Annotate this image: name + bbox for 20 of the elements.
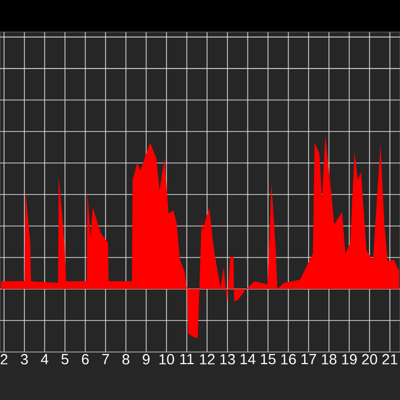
x-tick-label: 20 <box>362 354 378 364</box>
x-tick-label: 14 <box>240 354 256 364</box>
x-tick-label: 3 <box>20 354 28 364</box>
x-tick-label: 19 <box>342 354 357 364</box>
x-tick-label: 12 <box>200 354 215 364</box>
x-tick-label: 21 <box>382 354 398 364</box>
x-tick-label: 6 <box>82 354 89 364</box>
x-tick-label: 16 <box>281 354 296 364</box>
x-tick-label: 13 <box>220 354 235 364</box>
x-tick-label: 4 <box>40 354 48 364</box>
x-tick-label: 7 <box>102 354 109 364</box>
x-tick-label: 8 <box>122 354 130 364</box>
x-tick-label: 17 <box>302 354 316 364</box>
x-tick-label: 15 <box>260 354 276 364</box>
x-tick-label: 5 <box>61 354 68 364</box>
x-tick-label: 11 <box>180 354 194 364</box>
x-tick-label: 2 <box>0 354 8 364</box>
x-tick-label: 9 <box>142 354 150 364</box>
x-tick-label: 18 <box>322 354 336 364</box>
x-tick-label: 10 <box>159 354 174 364</box>
